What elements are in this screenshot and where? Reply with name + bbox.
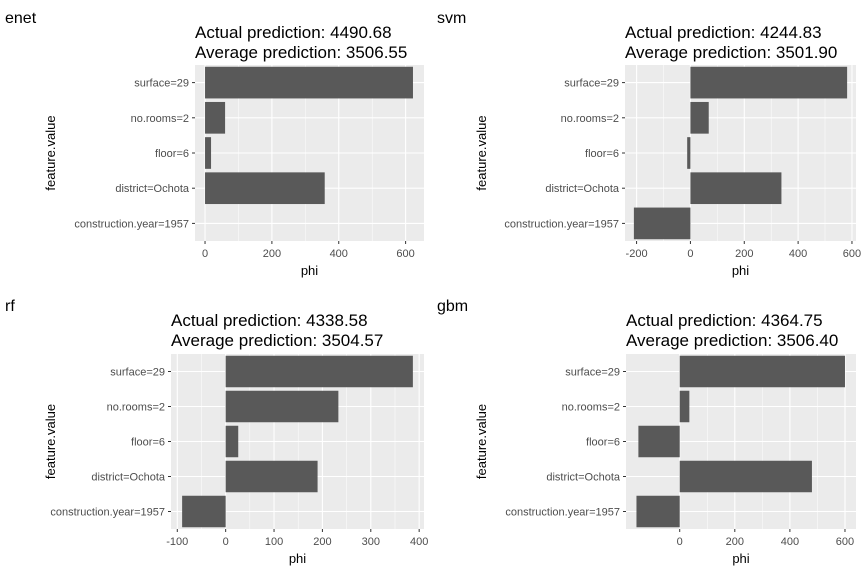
- panel-title-line1: Actual prediction: 4244.83: [625, 23, 822, 42]
- x-tick-label: 600: [396, 248, 414, 260]
- x-tick-label: 0: [677, 536, 683, 548]
- y-axis-title: feature.value: [43, 115, 58, 190]
- y-tick-label: district=Ochota: [545, 183, 620, 195]
- bar-construction-year-1957: [636, 495, 680, 528]
- y-tick-label: surface=29: [134, 78, 189, 90]
- y-tick-label: district=Ochota: [546, 472, 621, 484]
- y-tick-label: no.rooms=2: [562, 402, 620, 414]
- x-axis-title: phi: [301, 263, 318, 278]
- x-tick-label: 600: [836, 536, 854, 548]
- x-tick-label: 0: [223, 536, 229, 548]
- x-tick-label: 200: [263, 248, 281, 260]
- x-tick-label: 400: [781, 536, 799, 548]
- panel-svm: svm Actual prediction: 4244.83 Average pre…: [432, 0, 864, 288]
- y-tick-label: floor=6: [155, 148, 189, 160]
- bar-floor-6: [205, 137, 212, 169]
- x-tick-label: 400: [410, 536, 428, 548]
- panel-tag: rf: [5, 298, 15, 315]
- panel-gbm: gbm Actual prediction: 4364.75 Average pre…: [432, 288, 864, 576]
- panel-title-line2: Average prediction: 3506.40: [626, 331, 838, 350]
- bar-no-rooms-2: [205, 101, 226, 134]
- bar-no-rooms-2: [690, 101, 709, 134]
- bar-no-rooms-2: [679, 390, 690, 423]
- y-tick-label: district=Ochota: [115, 183, 190, 195]
- bar-district-ochota: [205, 172, 325, 205]
- bar-district-ochota: [690, 172, 782, 205]
- x-axis-title: phi: [732, 263, 749, 278]
- panel-tag: svm: [437, 10, 466, 27]
- x-tick-label: -100: [166, 536, 188, 548]
- x-tick-label: 400: [330, 248, 348, 260]
- x-tick-label: 0: [202, 248, 208, 260]
- y-tick-label: no.rooms=2: [131, 113, 189, 125]
- y-tick-label: construction.year=1957: [74, 218, 189, 230]
- x-tick-label: 200: [735, 248, 753, 260]
- y-tick-label: construction.year=1957: [504, 218, 619, 230]
- bar-construction-year-1957: [633, 207, 691, 240]
- x-tick-label: 300: [362, 536, 380, 548]
- y-tick-label: surface=29: [110, 367, 165, 379]
- x-tick-label: -200: [626, 248, 648, 260]
- y-tick-label: no.rooms=2: [561, 113, 619, 125]
- panel-tag: gbm: [437, 298, 468, 315]
- bar-district-ochota: [225, 460, 318, 493]
- panel-tag: enet: [5, 10, 37, 27]
- x-axis-title: phi: [732, 551, 749, 566]
- panel-rf: rf Actual prediction: 4338.58 Average pred…: [0, 288, 432, 576]
- bar-no-rooms-2: [225, 390, 339, 423]
- y-tick-label: construction.year=1957: [505, 507, 620, 519]
- bar-surface-29: [690, 66, 848, 99]
- panel-title-line1: Actual prediction: 4364.75: [626, 311, 823, 330]
- bar-floor-6: [687, 137, 691, 169]
- y-axis-title: feature.value: [43, 404, 58, 479]
- y-tick-label: no.rooms=2: [107, 402, 165, 414]
- x-tick-label: 400: [789, 248, 807, 260]
- y-tick-label: construction.year=1957: [50, 507, 165, 519]
- y-tick-label: district=Ochota: [91, 472, 166, 484]
- panel-title-line1: Actual prediction: 4338.58: [171, 311, 368, 330]
- x-tick-label: 0: [687, 248, 693, 260]
- y-axis-title: feature.value: [474, 404, 489, 479]
- panel-title-line2: Average prediction: 3501.90: [625, 43, 837, 62]
- panel-title-line1: Actual prediction: 4490.68: [195, 23, 392, 42]
- x-axis-title: phi: [289, 551, 306, 566]
- bar-district-ochota: [679, 460, 812, 493]
- bar-surface-29: [225, 355, 413, 388]
- x-tick-label: 200: [726, 536, 744, 548]
- bar-surface-29: [679, 355, 845, 388]
- y-tick-label: surface=29: [565, 367, 620, 379]
- x-tick-label: 600: [843, 248, 861, 260]
- x-tick-label: 200: [313, 536, 331, 548]
- y-tick-label: floor=6: [585, 148, 619, 160]
- panel-title-line2: Average prediction: 3504.57: [171, 331, 383, 350]
- x-tick-label: 100: [265, 536, 283, 548]
- bar-construction-year-1957: [182, 495, 226, 528]
- y-tick-label: floor=6: [131, 437, 165, 449]
- panel-enet: enet Actual prediction: 4490.68 Average pr…: [0, 0, 432, 288]
- bar-floor-6: [638, 425, 680, 458]
- y-tick-label: surface=29: [564, 78, 619, 90]
- panel-title-line2: Average prediction: 3506.55: [195, 43, 407, 62]
- bar-floor-6: [225, 425, 239, 458]
- y-tick-label: floor=6: [586, 437, 620, 449]
- bar-surface-29: [205, 66, 413, 99]
- y-axis-title: feature.value: [474, 115, 489, 190]
